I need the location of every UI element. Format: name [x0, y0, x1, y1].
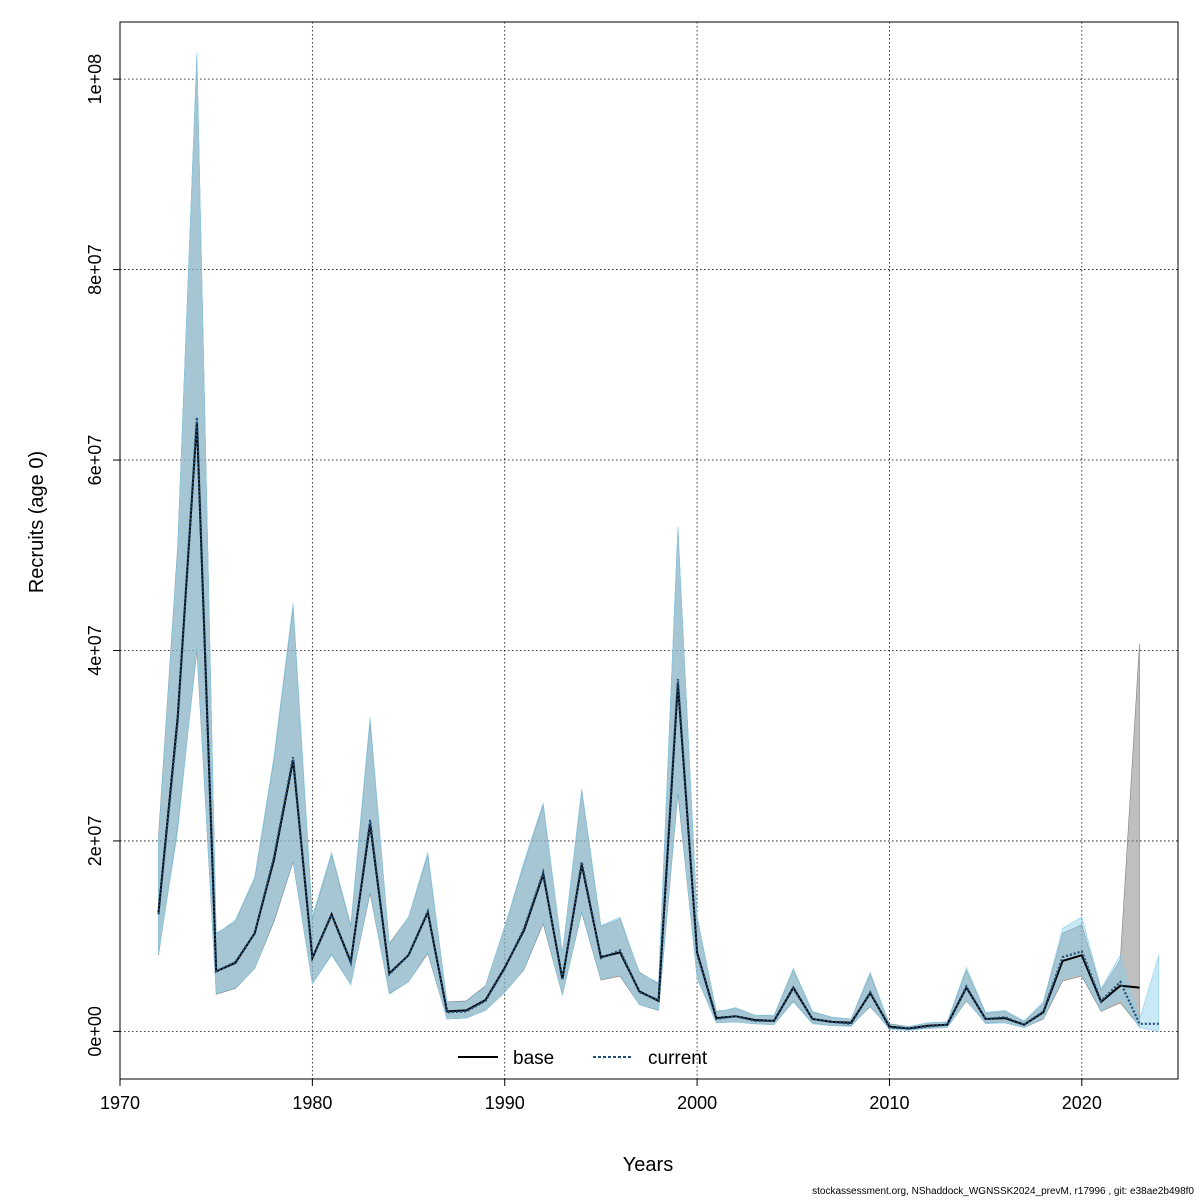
series-lines	[157, 417, 1159, 1030]
legend-label-base: base	[513, 1048, 554, 1069]
x-tick-label: 2000	[677, 1093, 717, 1113]
x-axis-label: Years	[623, 1154, 673, 1176]
y-tick-label: 4e+07	[85, 625, 105, 676]
legend: base current	[458, 1048, 708, 1069]
band-current	[158, 52, 1160, 1032]
x-tick-label: 1970	[100, 1093, 140, 1113]
y-axis: 0e+00 2e+07 4e+07 6e+07 8e+07 1e+08	[85, 54, 121, 1057]
y-axis-label: Recruits (age 0)	[26, 451, 48, 593]
legend-label-current: current	[648, 1048, 708, 1069]
y-tick-label: 6e+07	[85, 435, 105, 486]
y-tick-label: 2e+07	[85, 816, 105, 867]
y-tick-label: 8e+07	[85, 244, 105, 295]
line-current	[157, 417, 1159, 1030]
plot-frame	[119, 21, 1179, 1080]
y-tick-label: 1e+08	[85, 54, 105, 105]
x-tick-label: 1990	[485, 1093, 525, 1113]
x-tick-label: 1980	[292, 1093, 332, 1113]
credit-text: stockassessment.org, NShaddock_WGNSSK202…	[812, 1186, 1194, 1197]
x-tick-label: 2010	[869, 1093, 909, 1113]
grid-lines	[120, 22, 1178, 1079]
y-tick-label: 0e+00	[85, 1006, 105, 1057]
x-tick-label: 2020	[1062, 1093, 1102, 1113]
confidence-bands	[158, 52, 1160, 1032]
x-axis: 1970 1980 1990 2000 2010 2020	[100, 1078, 1102, 1113]
